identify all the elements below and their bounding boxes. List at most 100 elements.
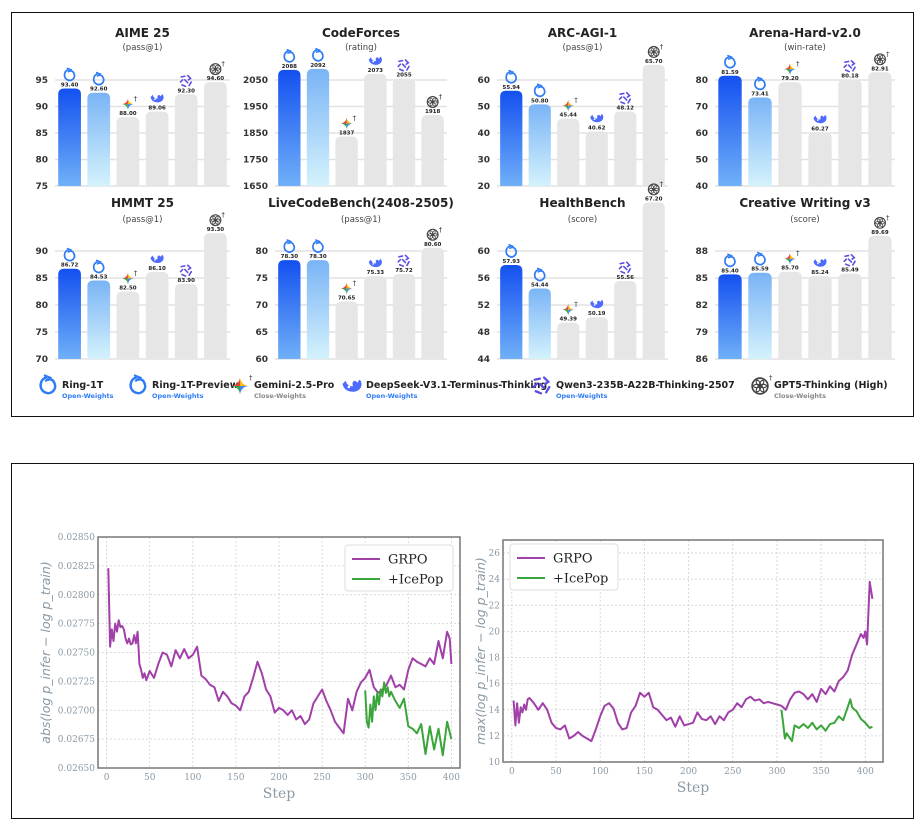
dagger-mark: † (886, 214, 890, 222)
y-tick-label: 18 (489, 654, 501, 664)
bar-gemini-2-5-pro (778, 271, 802, 359)
y-tick-label: 0.02850 (58, 533, 95, 543)
qwen-icon (179, 264, 193, 277)
data-label: 85.70 (781, 266, 799, 272)
ring-icon (505, 69, 517, 84)
ring-icon (724, 54, 736, 69)
chart-legend: GRPO +IcePop (344, 544, 454, 592)
sparkle-part (122, 272, 128, 279)
data-label: 85.40 (721, 268, 739, 274)
y-tick-label: 1650 (243, 182, 268, 192)
data-label: 83.90 (178, 278, 196, 284)
whale-body (368, 56, 382, 65)
ring-icon (92, 71, 105, 86)
sparkle-part (790, 63, 796, 70)
gemini-sparkle-icon (340, 282, 353, 295)
ring-icon (533, 267, 546, 282)
plot-frame (97, 536, 461, 769)
dagger-mark: † (574, 301, 578, 309)
bar-deepseek-v3-1-terminus-thinking (364, 276, 387, 359)
bar-ring-1t-preview (528, 104, 551, 186)
dagger-mark: † (221, 60, 225, 68)
y-tick-label: 50 (477, 103, 490, 113)
x-tick-label: 350 (813, 767, 830, 777)
ring-icon (312, 239, 324, 253)
y-tick-label: 30 (477, 156, 490, 166)
dagger-mark: † (886, 50, 890, 58)
ring-icon-tip (286, 49, 293, 55)
data-label: 85.59 (751, 267, 769, 273)
y-tick-label: 2050 (243, 76, 268, 86)
bar-ring-1t (718, 75, 742, 186)
openai-outer (647, 183, 660, 196)
ring-icon-tip (286, 239, 293, 245)
y-tick-label: 82 (695, 301, 708, 311)
ring-icon-tip (43, 374, 53, 382)
bar-ring-1t-preview (87, 280, 111, 359)
gemini-sparkle-icon (562, 303, 575, 316)
ring-icon (533, 83, 546, 98)
ring-icon-stroke (533, 84, 546, 98)
sparkle-part (127, 104, 134, 110)
y-tick-label: 12 (489, 732, 500, 742)
ring-icon-tip (95, 259, 102, 265)
sparkle-part (127, 98, 134, 105)
qwen-icon (618, 261, 632, 274)
y-axis-label: abs(log p_infer − log p_train) (38, 561, 53, 743)
ring-icon-tip (536, 83, 543, 89)
openai-icon (874, 216, 886, 229)
qwen-icon (618, 91, 632, 105)
sparkle-part (122, 278, 128, 285)
y-tick-label: 95 (35, 76, 48, 86)
chart-title: CodeForces (322, 26, 400, 40)
ring-icon (63, 67, 76, 82)
data-label: 92.60 (90, 87, 108, 93)
data-label: 49.39 (560, 317, 578, 323)
sparkle-part (346, 282, 353, 289)
openai-icon (209, 63, 222, 76)
data-label: 92.30 (178, 88, 196, 94)
data-label: 73.41 (751, 91, 769, 97)
bar-chart-healthbench: HealthBench (score) 60 56 52 48 44 57.93 54.44 49… (477, 180, 668, 365)
y-tick-label: 44 (477, 355, 490, 365)
y-tick-label: 20 (489, 627, 501, 637)
y-tick-label: 80 (255, 247, 268, 257)
openai-petal (758, 379, 765, 387)
data-label: 84.53 (90, 275, 108, 281)
chart-title: LiveCodeBench(2408-2505) (268, 196, 454, 210)
chart-title: ARC-AGI-1 (548, 26, 618, 40)
data-label: 75.33 (367, 270, 385, 276)
legend-weights: Close-Weights (254, 392, 306, 400)
bar-chart-codeforces: CodeForces (rating) 2050 1950 1850 1750 1650 20… (243, 26, 447, 192)
dagger-mark: † (439, 226, 443, 234)
chart-title: Arena-Hard-v2.0 (749, 26, 861, 40)
x-tick-label: 150 (227, 773, 244, 783)
legend-label: Qwen3-235B-A22B-Thinking-2507 (556, 380, 735, 391)
ring-icon (505, 244, 517, 258)
sparkle-part (568, 105, 575, 112)
qwen-strokes (843, 59, 856, 73)
bar-gpt5-thinking-high- (421, 114, 444, 186)
bar-ring-1t (58, 88, 81, 186)
openai-outer (426, 96, 439, 108)
legend: Ring-1TOpen-WeightsRing-1T-PreviewOpen-W… (39, 374, 888, 400)
y-tick-label: 0.02825 (58, 562, 95, 572)
whale-body (590, 114, 604, 123)
chart-title: Creative Writing v3 (739, 196, 870, 210)
deepseek-whale-icon (150, 94, 164, 103)
openai-icon (426, 96, 439, 108)
openai-petal (214, 215, 219, 221)
bar-gemini-2-5-pro (557, 322, 580, 359)
ring-icon-stroke (754, 253, 766, 266)
bar-gemini-2-5-pro (335, 301, 358, 359)
chart-subtitle: (win-rate) (784, 43, 826, 53)
y-tick-label: 14 (489, 706, 501, 716)
bar-chart-livecodebench-2408-2505-: LiveCodeBench(2408-2505) (pass@1) 80 75 70 65… (255, 196, 453, 365)
bar-gemini-2-5-pro (335, 136, 358, 186)
dagger-mark: † (353, 279, 357, 287)
legend-label: DeepSeek-V3.1-Terminus-Thinking (366, 380, 547, 391)
sparkle-part (231, 386, 240, 395)
y-tick-label: 60 (695, 129, 708, 139)
y-tick-label: 48 (477, 328, 490, 338)
